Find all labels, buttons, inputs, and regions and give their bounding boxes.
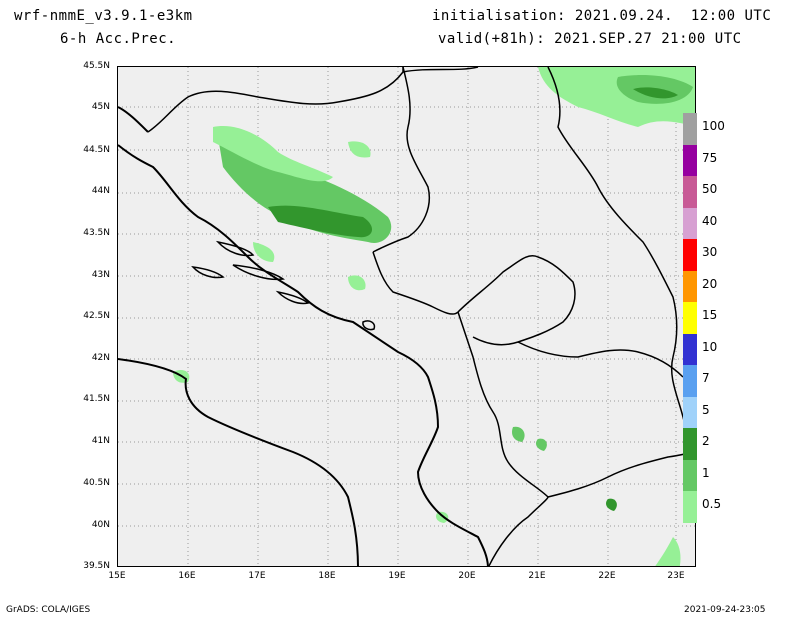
island-2 xyxy=(232,264,286,281)
lat-label: 45.5N xyxy=(83,61,110,71)
italy-coast xyxy=(118,358,359,566)
valid-time: valid(+81h): 2021.SEP.27 21:00 UTC xyxy=(438,31,742,47)
precip-east-serbia xyxy=(655,537,681,566)
lon-label: 22E xyxy=(598,571,616,581)
border-kosovo xyxy=(457,255,576,346)
colorbar-segment xyxy=(683,333,697,365)
precip-ne-dark xyxy=(633,87,678,99)
colorbar-segment xyxy=(683,176,697,208)
lon-label: 15E xyxy=(108,571,126,581)
map-frame xyxy=(117,66,696,567)
colorbar-segment xyxy=(683,207,697,239)
precip-colorbar xyxy=(683,113,697,568)
precip-macedonia-2 xyxy=(536,438,547,451)
precip-macedonia xyxy=(512,426,525,442)
lat-label: 44.5N xyxy=(83,145,110,155)
init-time: initialisation: 2021.09.24. 12:00 UTC xyxy=(432,8,772,24)
lat-label: 40.5N xyxy=(83,478,110,488)
colorbar-segment xyxy=(683,302,697,334)
colorbar-segment xyxy=(683,365,697,397)
colorbar-segment xyxy=(683,113,697,145)
precip-bosnia-core xyxy=(268,205,373,238)
adriatic-coast-east xyxy=(118,144,489,566)
lake-scutari xyxy=(362,320,376,331)
lat-label: 41N xyxy=(91,436,110,446)
colorbar-label: 5 xyxy=(702,402,710,417)
lon-label: 19E xyxy=(388,571,406,581)
border-greece xyxy=(547,449,695,498)
colorbar-label: 7 xyxy=(702,371,710,385)
precip-coast-islands xyxy=(253,242,275,262)
colorbar-segment xyxy=(683,239,697,271)
lon-label: 18E xyxy=(318,571,336,581)
lat-label: 43.5N xyxy=(83,228,110,238)
colorbar-label: 100 xyxy=(702,119,725,133)
island-1 xyxy=(215,240,255,257)
precip-north-bosnia-light xyxy=(213,126,333,182)
island-4 xyxy=(191,265,225,279)
colorbar-label: 75 xyxy=(702,150,718,165)
border-croatia-bosnia xyxy=(147,67,404,133)
colorbar-segment xyxy=(683,491,697,523)
precip-serbia-north xyxy=(348,141,371,158)
colorbar-label: 0.5 xyxy=(702,497,722,511)
colorbar-segment xyxy=(683,396,697,428)
lat-label: 41.5N xyxy=(83,394,110,404)
lat-label: 44N xyxy=(91,186,110,196)
lat-label: 39.5N xyxy=(83,561,110,571)
border-macedonia xyxy=(517,341,684,378)
border-montenegro xyxy=(372,251,459,315)
lon-label: 21E xyxy=(528,571,546,581)
colorbar-label: 30 xyxy=(702,245,718,259)
border-greece-south xyxy=(488,496,549,566)
border-serbia-north xyxy=(402,67,479,73)
map-canvas xyxy=(118,67,695,566)
lat-label: 40N xyxy=(91,520,110,530)
border-albania-east xyxy=(457,311,549,498)
colorbar-label: 50 xyxy=(702,182,718,196)
colorbar-label: 10 xyxy=(702,339,718,354)
colorbar-segment xyxy=(683,270,697,302)
lat-label: 42.5N xyxy=(83,311,110,321)
colorbar-label: 1 xyxy=(702,465,710,480)
lat-label: 43N xyxy=(91,270,110,280)
lon-label: 17E xyxy=(248,571,266,581)
colorbar-segment xyxy=(683,459,697,491)
colorbar-label: 15 xyxy=(702,308,718,322)
coastlines xyxy=(118,106,489,566)
islands xyxy=(191,240,376,331)
colorbar-label: 40 xyxy=(702,213,718,228)
borders xyxy=(147,67,695,566)
colorbar-segment xyxy=(683,428,697,460)
lat-label: 42N xyxy=(91,353,110,363)
island-3 xyxy=(275,290,310,305)
field-name: 6-h Acc.Prec. xyxy=(60,31,177,47)
precip-greece xyxy=(606,498,617,511)
lon-label: 20E xyxy=(458,571,476,581)
model-name: wrf-nmmE_v3.9.1-e3km xyxy=(14,8,193,24)
border-bosnia-serbia xyxy=(372,67,430,253)
colorbar-segment xyxy=(683,144,697,176)
border-serbia-east xyxy=(547,67,684,418)
lon-label: 23E xyxy=(667,571,685,581)
footer-timestamp: 2021-09-24-23:05 xyxy=(684,605,766,615)
gridlines xyxy=(118,67,695,566)
precip-montenegro xyxy=(348,275,366,291)
precip-albania-south xyxy=(436,511,449,523)
italy-coast-north xyxy=(118,106,149,133)
precip-patches xyxy=(173,67,695,566)
colorbar-label: 20 xyxy=(702,276,718,291)
footer-credit: GrADS: COLA/IGES xyxy=(6,605,91,615)
lon-label: 16E xyxy=(178,571,196,581)
colorbar-label: 2 xyxy=(702,434,710,448)
lat-label: 45N xyxy=(91,102,110,112)
